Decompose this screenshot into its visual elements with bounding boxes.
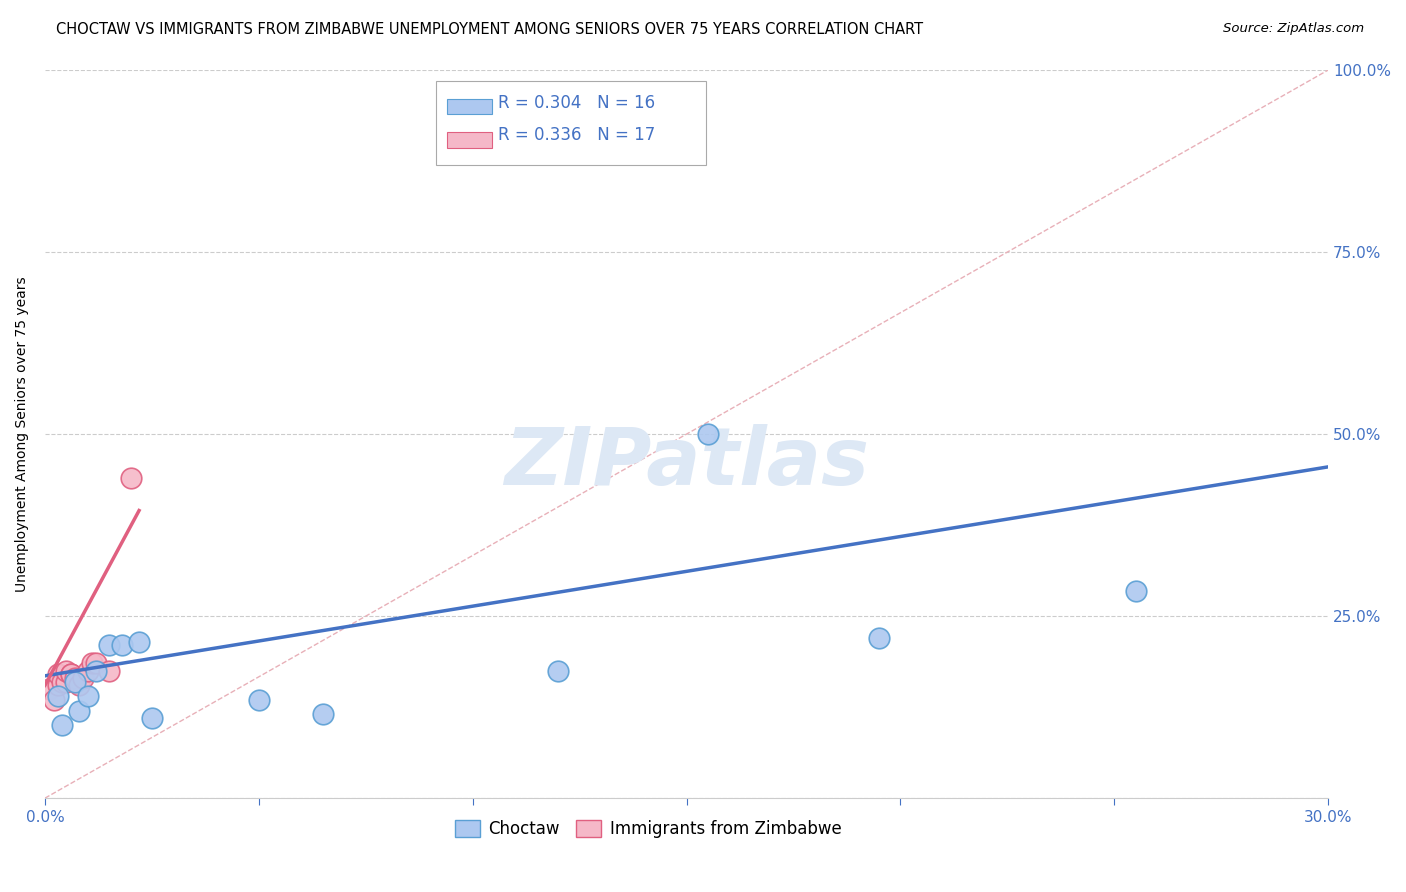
- Point: [63, 674, 86, 689]
- Point: [46, 678, 69, 692]
- Text: R = 0.304   N = 16: R = 0.304 N = 16: [498, 94, 655, 112]
- Point: [55, 664, 77, 678]
- Point: [51, 674, 73, 689]
- Point: [120, 471, 142, 485]
- Point: [128, 634, 150, 648]
- Point: [1125, 583, 1147, 598]
- Point: [67, 704, 90, 718]
- Legend: Choctaw, Immigrants from Zimbabwe: Choctaw, Immigrants from Zimbabwe: [449, 813, 848, 845]
- Text: ZIPatlas: ZIPatlas: [505, 425, 869, 502]
- FancyBboxPatch shape: [447, 99, 492, 114]
- Point: [72, 671, 94, 685]
- Point: [247, 693, 270, 707]
- FancyBboxPatch shape: [447, 132, 492, 147]
- Point: [80, 657, 103, 671]
- Point: [547, 664, 569, 678]
- Point: [868, 631, 890, 645]
- FancyBboxPatch shape: [436, 81, 706, 165]
- Point: [38, 681, 60, 696]
- Point: [98, 664, 121, 678]
- Point: [42, 693, 65, 707]
- Point: [59, 667, 82, 681]
- Point: [76, 690, 98, 704]
- Y-axis label: Unemployment Among Seniors over 75 years: Unemployment Among Seniors over 75 years: [15, 277, 30, 592]
- Point: [55, 674, 77, 689]
- Point: [312, 707, 335, 722]
- Point: [76, 664, 98, 678]
- Point: [51, 718, 73, 732]
- Point: [111, 638, 134, 652]
- Point: [84, 657, 107, 671]
- Point: [98, 638, 121, 652]
- Text: CHOCTAW VS IMMIGRANTS FROM ZIMBABWE UNEMPLOYMENT AMONG SENIORS OVER 75 YEARS COR: CHOCTAW VS IMMIGRANTS FROM ZIMBABWE UNEM…: [56, 22, 924, 37]
- Point: [46, 690, 69, 704]
- Point: [63, 671, 86, 685]
- Point: [67, 678, 90, 692]
- Point: [697, 427, 720, 442]
- Text: Source: ZipAtlas.com: Source: ZipAtlas.com: [1223, 22, 1364, 36]
- Text: R = 0.336   N = 17: R = 0.336 N = 17: [498, 126, 655, 145]
- Point: [46, 667, 69, 681]
- Point: [141, 711, 163, 725]
- Point: [84, 664, 107, 678]
- Point: [59, 667, 82, 681]
